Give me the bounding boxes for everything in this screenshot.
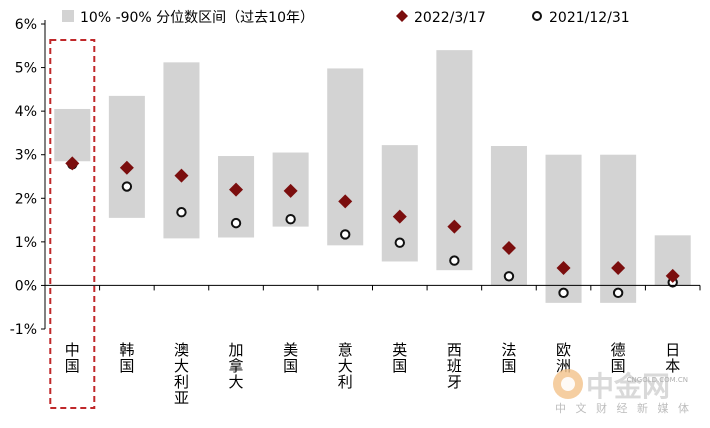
range-bar xyxy=(490,146,527,286)
x-category-label: 法国 xyxy=(501,341,516,375)
legend-diamond-label: 2022/3/17 xyxy=(414,10,486,26)
x-category-label: 韩国 xyxy=(119,341,134,375)
marker-2022-3-17 xyxy=(447,219,462,234)
legend: 10% -90% 分位数区间（过去10年） 2022/3/17 2021/12/31 xyxy=(62,10,630,26)
marker-2021-12-31 xyxy=(121,181,133,192)
marker-2022-3-17 xyxy=(283,183,298,198)
legend-circle-swatch xyxy=(532,11,542,21)
marker-2021-12-31 xyxy=(503,271,515,282)
y-tick-label: 0% xyxy=(15,278,37,294)
x-category-label: 英国 xyxy=(392,341,407,375)
highlight-box xyxy=(49,39,96,409)
y-tick-label: 6% xyxy=(15,17,37,33)
x-category-label: 日本 xyxy=(665,341,680,375)
marker-2022-3-17 xyxy=(392,209,407,224)
watermark-brand: 中金网 xyxy=(586,370,670,403)
range-bar xyxy=(436,50,473,271)
range-bars xyxy=(54,50,691,303)
marker-2022-3-17 xyxy=(338,194,353,209)
x-category-label: 美国 xyxy=(283,341,298,375)
y-tick-label: 2% xyxy=(15,191,37,207)
y-tick-label: 4% xyxy=(15,104,37,120)
range-bar xyxy=(327,68,364,246)
marker-2022-3-17 xyxy=(665,268,680,283)
marker-2022-3-17 xyxy=(501,240,516,255)
legend-diamond-swatch xyxy=(396,10,408,22)
range-bar xyxy=(108,95,145,218)
marker-2022-3-17 xyxy=(119,160,134,175)
y-tick-label: -1% xyxy=(10,322,37,338)
legend-circle-label: 2021/12/31 xyxy=(549,10,630,26)
marker-2022-3-17 xyxy=(174,168,189,183)
watermark-url: CNGOLD.COM.CN xyxy=(626,376,688,384)
watermark-subtitle: 中 文 财 经 新 媒 体 xyxy=(555,402,692,415)
y-tick-label: 5% xyxy=(15,61,37,77)
marker-2021-12-31 xyxy=(230,217,242,229)
watermark-logo: 中金网 xyxy=(553,369,670,403)
y-tick-label: 1% xyxy=(15,235,37,251)
marker-2021-12-31 xyxy=(176,207,187,218)
x-category-label: 意大利 xyxy=(338,341,353,391)
marker-2022-3-17 xyxy=(556,261,571,275)
marker-2021-12-31 xyxy=(285,214,296,225)
x-category-label: 德国 xyxy=(611,341,626,375)
range-bar xyxy=(600,154,637,303)
y-tick-label: 3% xyxy=(15,148,37,164)
x-category-label: 西班牙 xyxy=(447,341,462,391)
range-bar xyxy=(54,108,91,162)
x-category-label: 澳大利亚 xyxy=(174,341,189,407)
marker-2022-3-17 xyxy=(611,261,626,275)
marker-2021-12-31 xyxy=(612,287,624,299)
marker-2022-3-17 xyxy=(65,156,80,171)
legend-range-label: 10% -90% 分位数区间（过去10年） xyxy=(80,10,314,26)
markers xyxy=(65,156,680,299)
range-bar xyxy=(545,154,582,303)
marker-2021-12-31 xyxy=(394,237,405,248)
x-category-label: 中国 xyxy=(65,341,80,375)
marker-2021-12-31 xyxy=(340,229,351,240)
marker-2021-12-31 xyxy=(558,287,569,299)
legend-range-swatch xyxy=(62,10,74,22)
marker-2022-3-17 xyxy=(229,182,244,197)
marker-2021-12-31 xyxy=(449,255,460,266)
x-category-label: 加拿大 xyxy=(229,341,244,391)
axes: -1% 0% 1% 2% 3% 4% 5% 6% 中国 韩国 澳大利亚 加拿大 美国 意大利 英国 西班牙 法国… xyxy=(10,17,701,409)
